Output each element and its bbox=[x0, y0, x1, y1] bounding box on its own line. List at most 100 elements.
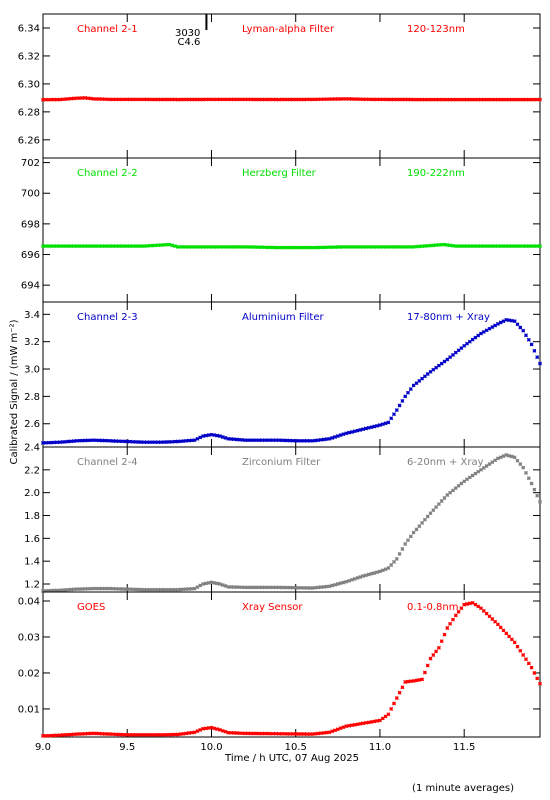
data-point bbox=[495, 622, 500, 627]
data-point bbox=[184, 97, 189, 102]
data-point bbox=[220, 583, 225, 587]
data-point bbox=[175, 439, 180, 444]
series-3 bbox=[41, 317, 542, 445]
data-point bbox=[46, 733, 51, 738]
data-point bbox=[206, 244, 211, 249]
data-point bbox=[71, 587, 76, 592]
y-tick-label: 6.26 bbox=[18, 135, 40, 146]
data-point bbox=[144, 732, 149, 737]
data-point bbox=[173, 244, 177, 249]
data-point bbox=[153, 243, 158, 248]
data-point bbox=[341, 244, 346, 249]
data-point bbox=[299, 245, 304, 250]
data-point bbox=[473, 244, 478, 249]
data-point bbox=[74, 438, 79, 443]
data-point bbox=[74, 732, 79, 737]
data-point bbox=[192, 97, 197, 102]
data-point bbox=[119, 587, 124, 591]
data-point bbox=[153, 440, 158, 445]
data-point bbox=[60, 244, 65, 249]
data-point bbox=[102, 244, 107, 249]
data-point bbox=[352, 97, 357, 102]
data-point bbox=[187, 438, 191, 443]
data-point bbox=[375, 718, 380, 723]
data-point bbox=[167, 242, 172, 247]
data-point bbox=[377, 97, 382, 102]
data-point bbox=[119, 97, 124, 102]
data-point bbox=[271, 438, 276, 443]
data-point bbox=[215, 433, 220, 438]
data-point bbox=[105, 97, 110, 102]
data-point bbox=[57, 440, 62, 445]
data-point bbox=[495, 244, 500, 249]
data-point bbox=[408, 534, 413, 539]
data-point bbox=[130, 732, 135, 737]
data-point bbox=[217, 97, 222, 102]
data-point bbox=[285, 245, 290, 250]
data-point bbox=[529, 342, 534, 347]
data-point bbox=[156, 97, 161, 102]
data-point bbox=[467, 339, 472, 344]
flare-class-label: C4.6 bbox=[178, 37, 201, 48]
data-point bbox=[380, 568, 385, 573]
data-point bbox=[192, 586, 197, 591]
data-point bbox=[223, 583, 228, 588]
data-point bbox=[108, 732, 113, 737]
data-point bbox=[490, 325, 495, 330]
data-point bbox=[220, 244, 225, 249]
data-point bbox=[319, 731, 323, 736]
y-tick-label: 3.4 bbox=[24, 310, 40, 321]
data-point bbox=[43, 733, 48, 738]
data-point bbox=[187, 731, 191, 735]
panel-band-label: 6-20nm + Xray bbox=[407, 457, 484, 468]
y-tick-label: 2.0 bbox=[24, 488, 40, 499]
data-point bbox=[299, 585, 304, 590]
data-point bbox=[285, 731, 290, 736]
panel-band-label: 0.1-0.8nm bbox=[407, 602, 459, 613]
data-point bbox=[310, 732, 315, 737]
data-point bbox=[431, 367, 436, 372]
data-point bbox=[352, 244, 357, 249]
data-point bbox=[512, 640, 517, 645]
data-point bbox=[524, 470, 528, 475]
data-point bbox=[507, 97, 512, 102]
data-point bbox=[215, 97, 220, 102]
data-point bbox=[77, 96, 82, 101]
data-point bbox=[358, 97, 363, 102]
data-point bbox=[206, 433, 211, 438]
data-point bbox=[495, 97, 500, 102]
data-point bbox=[372, 424, 377, 429]
data-point bbox=[290, 97, 295, 102]
data-point bbox=[150, 97, 155, 102]
data-point bbox=[476, 244, 481, 249]
data-point bbox=[344, 96, 349, 101]
data-point bbox=[125, 97, 130, 102]
data-point bbox=[212, 244, 217, 249]
data-point bbox=[170, 439, 175, 444]
data-point bbox=[532, 348, 537, 353]
data-point bbox=[85, 586, 90, 591]
data-point bbox=[147, 440, 152, 445]
data-point bbox=[133, 97, 138, 102]
data-point bbox=[49, 440, 54, 445]
data-point bbox=[366, 97, 371, 102]
data-point bbox=[80, 587, 85, 591]
data-point bbox=[246, 438, 250, 443]
data-point bbox=[321, 245, 326, 250]
data-point bbox=[512, 244, 517, 249]
data-point bbox=[122, 97, 127, 102]
data-point bbox=[142, 732, 147, 737]
data-point bbox=[425, 372, 430, 376]
data-point bbox=[504, 244, 509, 249]
data-point bbox=[136, 440, 141, 444]
data-point bbox=[212, 726, 217, 731]
data-point bbox=[372, 97, 377, 102]
data-point bbox=[319, 585, 323, 590]
data-point bbox=[411, 383, 416, 388]
data-point bbox=[187, 97, 191, 102]
data-point bbox=[535, 355, 540, 360]
data-point bbox=[203, 433, 208, 438]
data-point bbox=[111, 586, 116, 591]
y-tick-label: 1.8 bbox=[24, 511, 40, 522]
data-point bbox=[417, 97, 422, 102]
